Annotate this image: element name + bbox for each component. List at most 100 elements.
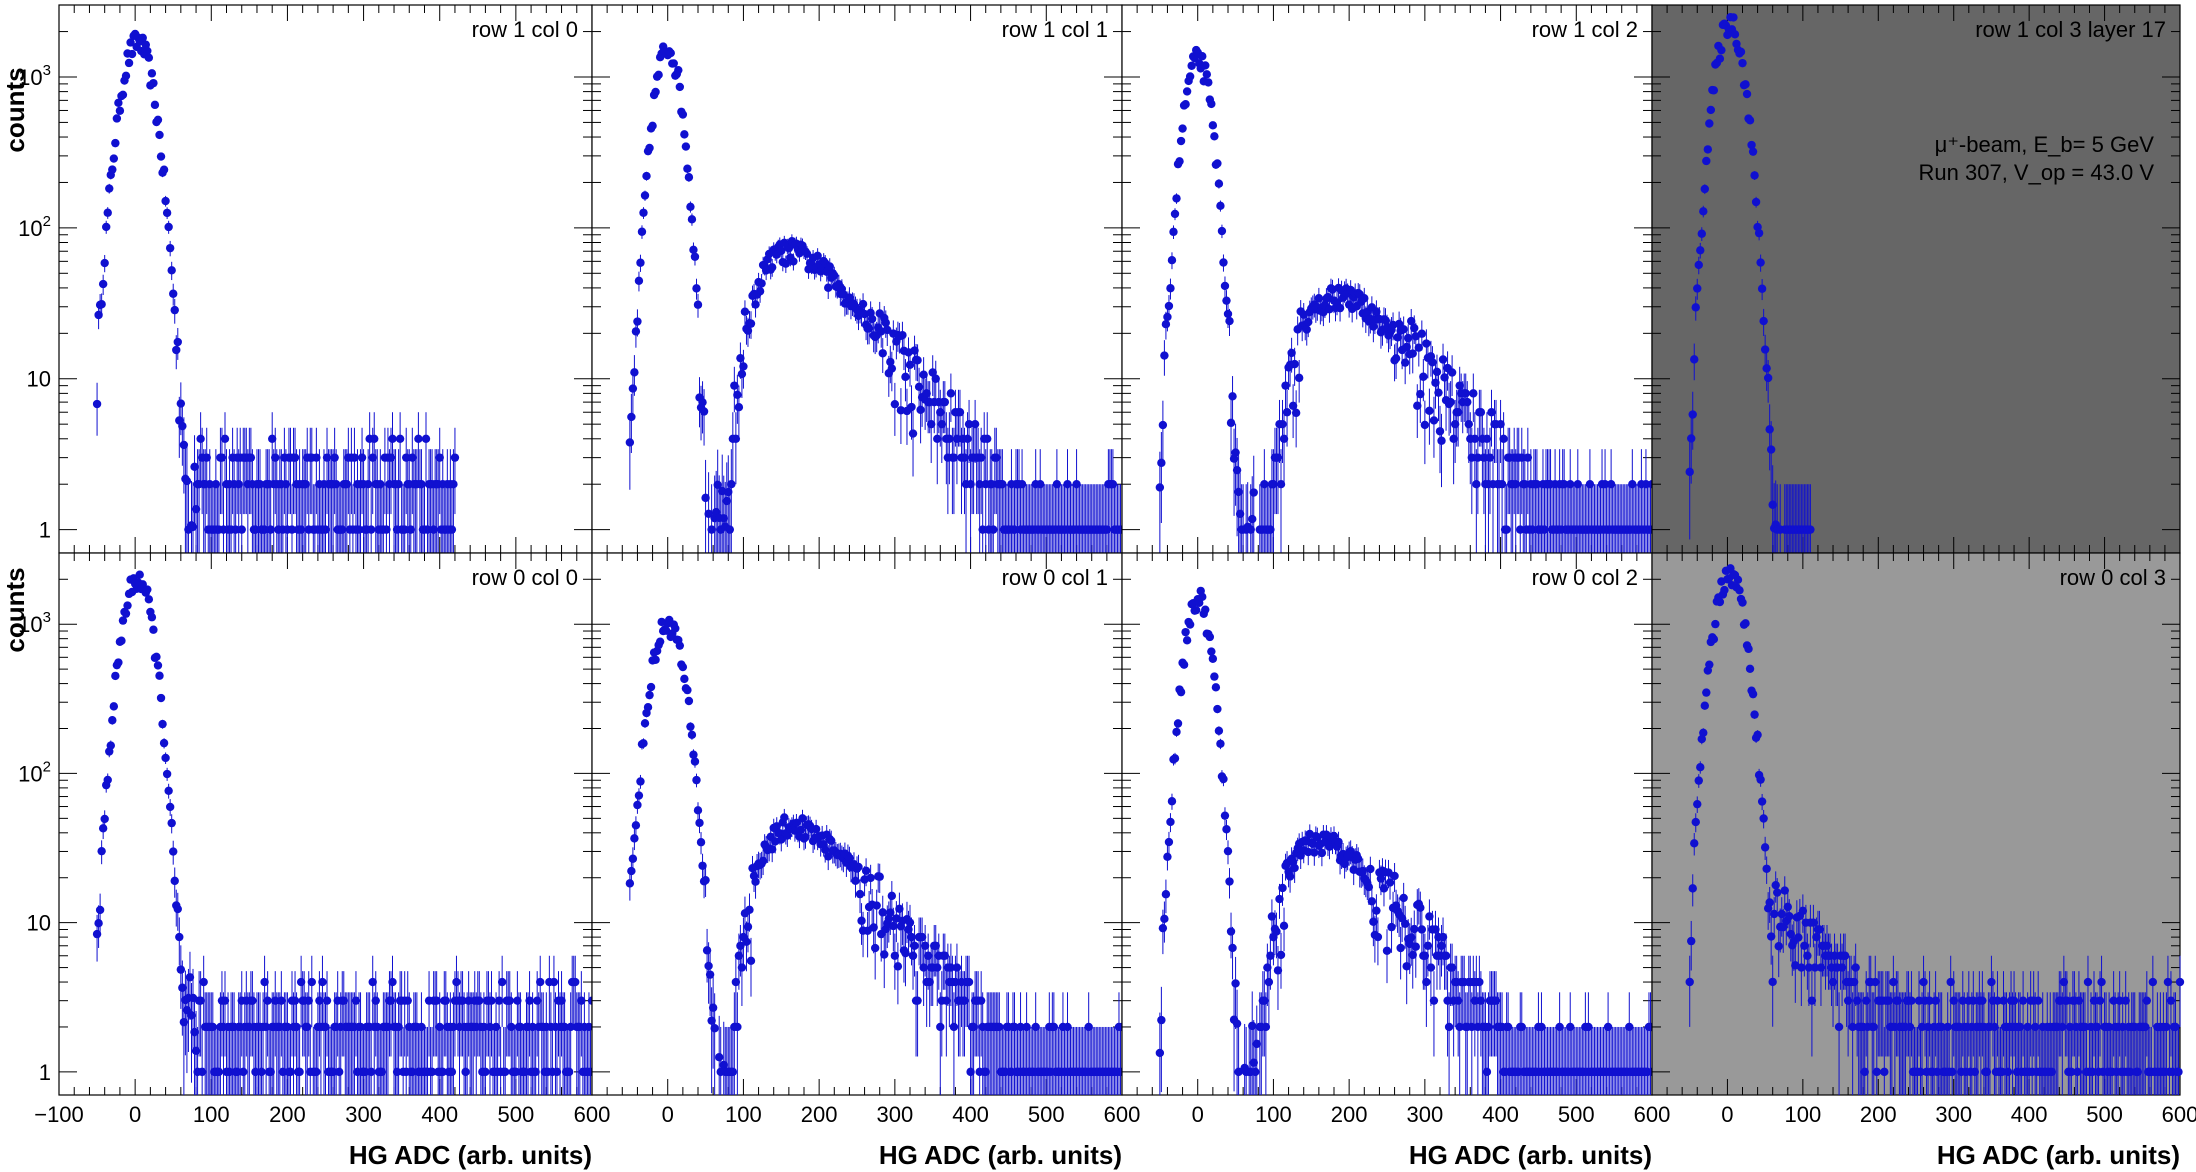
data-point bbox=[1372, 906, 1381, 915]
data-point bbox=[1407, 316, 1416, 326]
panel-row0-col1: 0 100 200 300 400 500 600 row 0 col 1 bbox=[591, 552, 1140, 1127]
data-point bbox=[1248, 1021, 1257, 1031]
data-point bbox=[1437, 941, 1446, 950]
data-point bbox=[1417, 329, 1427, 338]
data-point bbox=[1161, 320, 1171, 329]
data-point bbox=[164, 222, 173, 232]
data-point bbox=[1496, 419, 1505, 429]
data-point bbox=[271, 453, 280, 462]
data-point bbox=[940, 951, 950, 960]
data-point bbox=[1017, 480, 1027, 489]
data-point bbox=[692, 284, 701, 293]
data-point bbox=[528, 1022, 537, 1032]
data-point bbox=[552, 1067, 562, 1077]
data-point bbox=[403, 996, 412, 1005]
data-point bbox=[176, 965, 186, 974]
data-point bbox=[989, 525, 998, 534]
data-point bbox=[173, 337, 182, 347]
data-point bbox=[1443, 996, 1452, 1005]
x-tick-label: 500 bbox=[1558, 1102, 1595, 1127]
data-point bbox=[827, 836, 836, 845]
data-point bbox=[981, 1067, 990, 1077]
data-point bbox=[1179, 660, 1189, 669]
data-point bbox=[1173, 719, 1183, 728]
data-point bbox=[889, 921, 898, 931]
data-point bbox=[100, 258, 109, 268]
data-point bbox=[1475, 977, 1484, 987]
data-point bbox=[1691, 303, 1700, 312]
y-tick-label: 103 bbox=[18, 609, 51, 637]
data-point bbox=[1450, 419, 1460, 429]
data-point bbox=[1697, 734, 1706, 744]
data-point bbox=[1170, 754, 1180, 763]
data-point bbox=[1216, 739, 1225, 748]
data-point bbox=[513, 996, 522, 1005]
data-point bbox=[1273, 966, 1283, 975]
data-point bbox=[290, 453, 300, 462]
data-point bbox=[1691, 817, 1700, 827]
data-point bbox=[1690, 839, 1699, 848]
data-point bbox=[98, 279, 108, 289]
data-point bbox=[740, 307, 750, 316]
data-point bbox=[1806, 525, 1815, 534]
y-tick-label: 1 bbox=[39, 518, 51, 543]
data-point bbox=[162, 769, 172, 779]
x-tick-label: 400 bbox=[1482, 1102, 1519, 1127]
data-point bbox=[1160, 351, 1169, 360]
data-point bbox=[97, 300, 106, 309]
data-point bbox=[92, 929, 102, 939]
data-point bbox=[701, 493, 710, 503]
data-point bbox=[1467, 453, 1477, 462]
data-point bbox=[1730, 30, 1740, 39]
data-point bbox=[464, 996, 473, 1005]
data-point bbox=[925, 977, 934, 987]
data-point bbox=[536, 977, 545, 987]
data-point bbox=[825, 262, 834, 271]
data-point bbox=[427, 1067, 437, 1077]
data-point bbox=[1532, 480, 1542, 489]
data-point bbox=[783, 831, 792, 840]
data-point bbox=[1302, 325, 1311, 334]
data-point bbox=[322, 996, 332, 1005]
x-tick-label: 0 bbox=[662, 1102, 674, 1127]
data-point bbox=[645, 690, 654, 700]
data-point bbox=[307, 977, 316, 987]
data-point bbox=[966, 480, 975, 489]
data-point bbox=[768, 845, 777, 854]
data-point bbox=[452, 977, 461, 987]
data-point bbox=[917, 932, 927, 942]
data-point bbox=[1429, 996, 1439, 1005]
data-point bbox=[1052, 480, 1062, 489]
data-point bbox=[1408, 950, 1417, 960]
data-point bbox=[479, 1022, 489, 1032]
data-point bbox=[1160, 914, 1169, 924]
data-point bbox=[1049, 1022, 1059, 1032]
data-point bbox=[851, 876, 860, 885]
data-point bbox=[1382, 946, 1392, 955]
data-point bbox=[758, 856, 768, 866]
data-point bbox=[1205, 632, 1215, 642]
data-point bbox=[421, 434, 431, 443]
data-point bbox=[730, 381, 739, 390]
data-point bbox=[342, 480, 352, 489]
data-point bbox=[126, 38, 135, 47]
data-point bbox=[497, 977, 507, 987]
data-point bbox=[857, 916, 866, 925]
data-point bbox=[1234, 487, 1243, 497]
data-point bbox=[251, 1067, 260, 1077]
data-point bbox=[666, 48, 675, 58]
data-point bbox=[743, 922, 753, 931]
panel-frame bbox=[1651, 552, 2181, 1096]
data-point bbox=[1314, 294, 1324, 303]
data-point bbox=[237, 525, 246, 534]
data-point bbox=[172, 345, 181, 355]
data-point bbox=[191, 504, 201, 514]
data-point bbox=[1166, 284, 1175, 293]
data-point bbox=[1431, 378, 1440, 387]
data-point bbox=[560, 1022, 569, 1032]
data-point bbox=[640, 719, 650, 728]
panel-row1-col2: row 1 col 2 bbox=[1121, 4, 1657, 554]
data-point bbox=[910, 941, 919, 950]
data-point bbox=[257, 1067, 266, 1077]
